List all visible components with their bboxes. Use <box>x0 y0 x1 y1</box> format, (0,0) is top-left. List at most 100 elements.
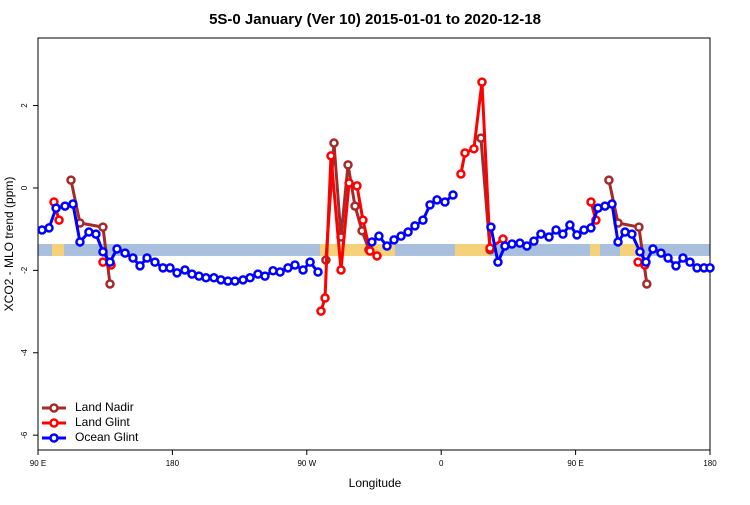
point <box>54 215 64 225</box>
point <box>678 253 688 263</box>
y-tick-label: -2 <box>20 266 29 274</box>
point <box>663 253 673 263</box>
y-tick-label: 2 <box>20 103 29 108</box>
point <box>66 175 76 185</box>
point <box>51 203 61 213</box>
point <box>91 229 101 239</box>
point <box>372 251 382 261</box>
y-tick-label: -6 <box>20 431 29 439</box>
land-band <box>589 244 600 256</box>
legend-label: Ocean Glint <box>75 430 139 444</box>
point <box>456 169 466 179</box>
point <box>607 199 617 209</box>
point <box>389 235 399 245</box>
point <box>586 197 596 207</box>
point <box>326 151 336 161</box>
point <box>245 273 255 283</box>
point <box>343 160 353 170</box>
point <box>410 221 420 231</box>
point <box>440 197 450 207</box>
plot-frame <box>37 37 711 451</box>
x-tick-label: 90 W <box>297 459 316 468</box>
legend-label: Land Glint <box>75 415 130 429</box>
point <box>572 230 582 240</box>
point <box>558 229 568 239</box>
point <box>493 257 503 267</box>
point <box>142 253 152 263</box>
point <box>105 279 115 289</box>
point <box>44 223 54 233</box>
point <box>382 241 392 251</box>
y-axis-label: XCO2 - MLO trend (ppm) <box>2 177 16 312</box>
point <box>604 175 614 185</box>
x-tick-label: 180 <box>166 459 180 468</box>
land-band <box>619 244 640 256</box>
point <box>460 148 470 158</box>
point <box>586 223 596 233</box>
point <box>298 265 308 275</box>
point <box>120 248 130 258</box>
point <box>635 247 645 257</box>
x-tick-label: 90 E <box>567 459 583 468</box>
point <box>613 237 623 247</box>
point <box>418 215 428 225</box>
point <box>135 261 145 271</box>
point <box>365 246 375 256</box>
x-tick-label: 0 <box>439 459 444 468</box>
legend-label: Land Nadir <box>75 400 134 414</box>
point <box>344 178 354 188</box>
point <box>486 222 496 232</box>
point <box>642 279 652 289</box>
point <box>352 181 362 191</box>
point <box>671 261 681 271</box>
point <box>396 231 406 241</box>
point <box>641 257 651 267</box>
point <box>112 244 122 254</box>
land-band <box>52 244 64 256</box>
point <box>648 244 658 254</box>
point <box>336 265 346 275</box>
point <box>60 201 70 211</box>
legend-marker <box>49 433 59 443</box>
legend-marker <box>49 418 59 428</box>
point <box>425 200 435 210</box>
point <box>275 267 285 277</box>
series-line <box>52 80 646 312</box>
x-axis-label: Longitude <box>349 476 402 490</box>
point <box>98 222 108 232</box>
point <box>507 239 517 249</box>
point <box>305 257 315 267</box>
point <box>98 247 108 257</box>
land-band <box>454 244 491 256</box>
point <box>477 77 487 87</box>
point <box>565 220 575 230</box>
x-tick-label: 180 <box>703 459 717 468</box>
point <box>367 237 377 247</box>
point <box>172 268 182 278</box>
point <box>75 237 85 247</box>
point <box>320 293 330 303</box>
point <box>68 199 78 209</box>
point <box>313 267 323 277</box>
point <box>180 265 190 275</box>
point <box>522 241 532 251</box>
point <box>551 225 561 235</box>
point <box>290 260 300 270</box>
point <box>705 263 715 273</box>
point <box>329 138 339 148</box>
point <box>358 215 368 225</box>
y-tick-label: 0 <box>20 185 29 190</box>
point <box>685 257 695 267</box>
point <box>260 271 270 281</box>
x-tick-label: 90 E <box>30 459 46 468</box>
chart-title: 5S-0 January (Ver 10) 2015-01-01 to 2020… <box>209 11 541 28</box>
point <box>529 236 539 246</box>
y-tick-label: -4 <box>20 349 29 357</box>
point <box>403 227 413 237</box>
point <box>634 222 644 232</box>
point <box>627 229 637 239</box>
point <box>432 195 442 205</box>
point <box>150 257 160 267</box>
point <box>230 276 240 286</box>
point <box>656 248 666 258</box>
